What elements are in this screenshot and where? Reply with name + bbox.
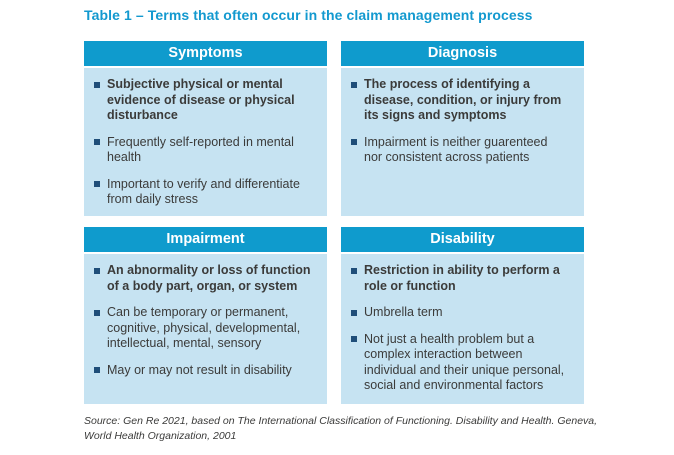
source-note: Source: Gen Re 2021, based on The Intern…: [84, 415, 598, 442]
bullet-text: The process of identifying a disease, co…: [364, 77, 562, 122]
quadrant-disability-header: Disability: [341, 227, 584, 252]
list-item: Frequently self-reported in mental healt…: [94, 135, 321, 166]
list-item: Restriction in ability to perform a role…: [351, 263, 578, 294]
list-item: May or may not result in disability: [94, 363, 321, 379]
bullet-text: Important to verify and differentiate fr…: [107, 176, 300, 207]
square-bullet-icon: [351, 267, 357, 274]
bullet-text: Frequently self-reported in mental healt…: [107, 134, 294, 165]
list-item: The process of identifying a disease, co…: [351, 77, 578, 124]
list-item: Not just a health problem but a complex …: [351, 332, 578, 394]
quadrant-symptoms: Symptoms Subjective physical or mental e…: [84, 41, 327, 216]
quadrant-impairment-header: Impairment: [84, 227, 327, 252]
bullet-text: Not just a health problem but a complex …: [364, 331, 565, 393]
list-item: Can be temporary or permanent, cognitive…: [94, 305, 321, 352]
quadrant-symptoms-body: Subjective physical or mental evidence o…: [84, 68, 327, 216]
quadrant-impairment: Impairment An abnormality or loss of fun…: [84, 227, 327, 404]
bullet-text: Umbrella term: [364, 305, 443, 319]
bullet-text: Subjective physical or mental evidence o…: [107, 77, 295, 122]
square-bullet-icon: [351, 139, 357, 145]
square-bullet-icon: [94, 309, 100, 316]
list-item: An abnormality or loss of function of a …: [94, 263, 321, 294]
list-item: Umbrella term: [351, 305, 578, 321]
bullet-text: May or may not result in disability: [107, 362, 292, 377]
bullet-text: Restriction in ability to perform a role…: [364, 263, 560, 293]
list-item: Important to verify and differentiate fr…: [94, 177, 321, 208]
square-bullet-icon: [94, 367, 100, 373]
quadrant-symptoms-header: Symptoms: [84, 41, 327, 66]
table-title: Table 1 – Terms that often occur in the …: [84, 7, 533, 23]
quadrant-diagnosis-header: Diagnosis: [341, 41, 584, 66]
list-item: Impairment is neither guarenteed nor con…: [351, 135, 578, 166]
quadrant-disability: Disability Restriction in ability to per…: [341, 227, 584, 404]
terms-grid: Symptoms Subjective physical or mental e…: [84, 41, 584, 404]
square-bullet-icon: [94, 267, 100, 274]
square-bullet-icon: [351, 336, 357, 342]
square-bullet-icon: [94, 181, 100, 187]
quadrant-disability-body: Restriction in ability to perform a role…: [341, 254, 584, 404]
bullet-text: Impairment is neither guarenteed nor con…: [364, 134, 548, 165]
square-bullet-icon: [94, 81, 100, 88]
list-item: Subjective physical or mental evidence o…: [94, 77, 321, 124]
bullet-text: An abnormality or loss of function of a …: [107, 263, 311, 293]
bullet-text: Can be temporary or permanent, cognitive…: [107, 305, 301, 350]
square-bullet-icon: [351, 81, 357, 88]
square-bullet-icon: [94, 139, 100, 145]
quadrant-impairment-body: An abnormality or loss of function of a …: [84, 254, 327, 404]
quadrant-diagnosis-body: The process of identifying a disease, co…: [341, 68, 584, 216]
square-bullet-icon: [351, 309, 357, 316]
quadrant-diagnosis: Diagnosis The process of identifying a d…: [341, 41, 584, 216]
